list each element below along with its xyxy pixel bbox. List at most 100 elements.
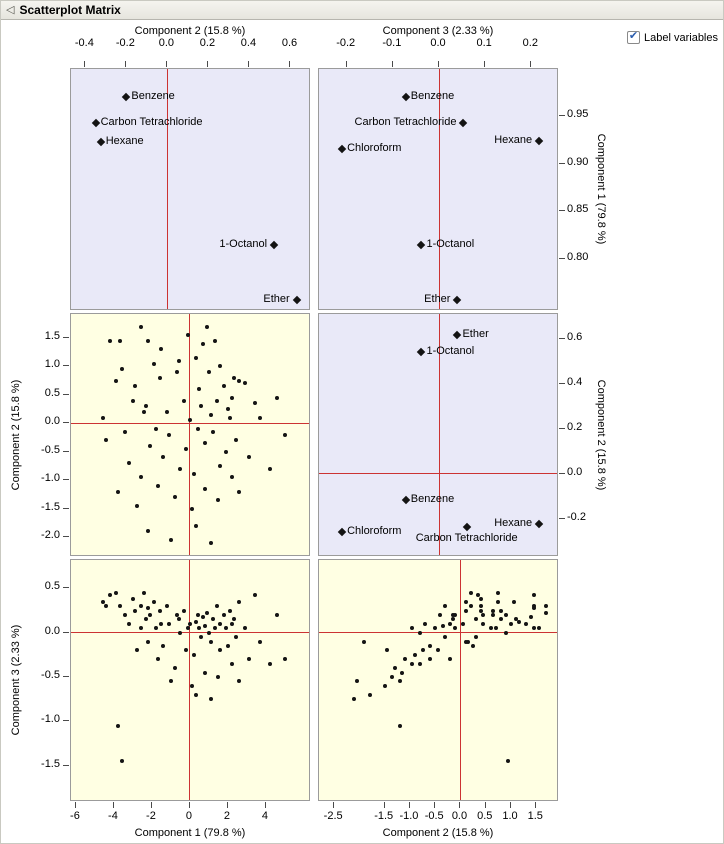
score-point[interactable] <box>252 401 257 406</box>
score-point[interactable] <box>144 404 149 409</box>
plot-panel-tl[interactable]: Benzene Carbon Tetrachloride Hexane 1-Octan… <box>70 68 310 310</box>
loading-marker-icon[interactable] <box>534 136 544 146</box>
score-point[interactable] <box>267 466 272 471</box>
score-point[interactable] <box>544 604 549 609</box>
score-point[interactable] <box>104 438 109 443</box>
score-point[interactable] <box>229 475 234 480</box>
score-point[interactable] <box>428 643 433 648</box>
score-point[interactable] <box>246 455 251 460</box>
score-point[interactable] <box>115 489 120 494</box>
score-point[interactable] <box>529 614 534 619</box>
score-point[interactable] <box>208 639 213 644</box>
score-point[interactable] <box>237 599 242 604</box>
loading-marker-icon[interactable] <box>417 348 426 357</box>
score-point[interactable] <box>187 418 192 423</box>
score-point[interactable] <box>222 612 227 617</box>
score-point[interactable] <box>216 675 221 679</box>
score-point[interactable] <box>243 381 248 386</box>
score-point[interactable] <box>476 593 481 598</box>
score-point[interactable] <box>237 378 242 383</box>
score-point[interactable] <box>233 438 238 443</box>
score-point[interactable] <box>153 626 158 631</box>
score-point[interactable] <box>138 626 143 631</box>
score-point[interactable] <box>189 506 194 511</box>
score-point[interactable] <box>413 652 417 657</box>
score-point[interactable] <box>161 455 166 460</box>
score-point[interactable] <box>214 398 219 403</box>
loading-marker-icon[interactable] <box>534 520 544 529</box>
score-point[interactable] <box>225 643 230 648</box>
score-point[interactable] <box>481 621 486 626</box>
score-point[interactable] <box>212 626 217 631</box>
score-point[interactable] <box>275 395 280 400</box>
score-point[interactable] <box>184 648 189 653</box>
score-point[interactable] <box>468 590 473 595</box>
score-point[interactable] <box>174 370 179 375</box>
score-point[interactable] <box>420 648 425 653</box>
score-point[interactable] <box>132 384 137 389</box>
plot-panel-tr[interactable]: Benzene Carbon Tetrachloride Hexane Chlorof… <box>318 68 558 310</box>
score-point[interactable] <box>178 630 183 635</box>
score-point[interactable] <box>157 608 162 613</box>
score-point[interactable] <box>187 621 192 626</box>
score-point[interactable] <box>397 723 402 728</box>
score-point[interactable] <box>461 621 465 626</box>
score-point[interactable] <box>544 611 549 616</box>
score-point[interactable] <box>385 648 390 653</box>
score-point[interactable] <box>496 590 501 595</box>
score-point[interactable] <box>491 612 496 617</box>
score-point[interactable] <box>418 630 423 635</box>
plot-panel-bl[interactable] <box>70 559 310 801</box>
score-point[interactable] <box>182 398 187 403</box>
score-point[interactable] <box>471 643 476 648</box>
score-point[interactable] <box>123 612 128 617</box>
score-point[interactable] <box>193 692 198 697</box>
score-point[interactable] <box>130 597 135 601</box>
score-point[interactable] <box>134 503 139 508</box>
score-point[interactable] <box>167 621 172 626</box>
score-point[interactable] <box>191 652 196 657</box>
loading-marker-icon[interactable] <box>459 118 468 128</box>
score-point[interactable] <box>165 409 170 414</box>
score-point[interactable] <box>493 626 498 631</box>
loading-marker-icon[interactable] <box>96 137 105 147</box>
score-point[interactable] <box>132 608 137 613</box>
score-point[interactable] <box>506 759 511 764</box>
score-point[interactable] <box>498 608 503 613</box>
score-point[interactable] <box>496 599 501 604</box>
score-point[interactable] <box>168 679 173 684</box>
score-point[interactable] <box>433 626 438 631</box>
score-point[interactable] <box>113 378 118 383</box>
score-point[interactable] <box>197 626 202 631</box>
score-point[interactable] <box>229 621 234 626</box>
score-point[interactable] <box>119 759 124 764</box>
loading-marker-icon[interactable] <box>453 295 462 304</box>
score-point[interactable] <box>210 429 215 434</box>
score-point[interactable] <box>161 643 166 648</box>
score-point[interactable] <box>237 489 242 494</box>
score-point[interactable] <box>159 347 164 352</box>
score-point[interactable] <box>203 670 208 675</box>
score-point[interactable] <box>127 461 132 466</box>
score-point[interactable] <box>123 429 128 434</box>
score-point[interactable] <box>275 612 280 617</box>
score-point[interactable] <box>478 604 483 609</box>
score-point[interactable] <box>410 626 415 631</box>
score-point[interactable] <box>193 523 198 528</box>
score-point[interactable] <box>214 604 219 609</box>
score-point[interactable] <box>352 697 357 702</box>
score-point[interactable] <box>205 611 210 616</box>
score-point[interactable] <box>218 621 223 626</box>
score-point[interactable] <box>203 623 208 628</box>
score-point[interactable] <box>172 495 177 500</box>
score-point[interactable] <box>233 635 238 640</box>
score-point[interactable] <box>382 683 387 688</box>
score-point[interactable] <box>267 661 272 666</box>
score-point[interactable] <box>146 605 151 610</box>
score-point[interactable] <box>516 620 521 625</box>
score-point[interactable] <box>468 604 473 609</box>
score-point[interactable] <box>224 449 229 454</box>
loading-marker-icon[interactable] <box>292 295 301 304</box>
score-point[interactable] <box>443 635 448 640</box>
score-point[interactable] <box>463 599 468 604</box>
